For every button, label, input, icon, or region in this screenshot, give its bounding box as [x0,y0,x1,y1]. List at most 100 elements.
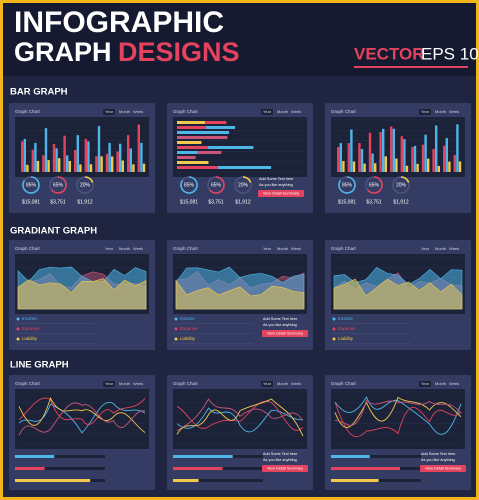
vbar [379,131,382,172]
donut-arc [366,176,383,194]
donut-arc [180,176,198,194]
button-bg [420,465,466,472]
panel-label: Graph Chart [173,246,199,251]
tab: Year [263,109,272,114]
hbar [177,131,230,134]
button-label[interactable]: View Detail Summary [263,192,299,196]
vbar [31,149,34,172]
vbar [360,149,364,172]
line [334,396,462,435]
button-label[interactable]: View Detail Summary [425,467,461,471]
note: Add Some Text here [263,452,297,456]
hbar [217,166,272,169]
line [18,402,146,436]
vbar [352,161,356,172]
vbar [400,136,403,172]
note: As you like anything [421,458,455,462]
row-name: Liability [180,336,196,341]
vbar [47,160,50,172]
panel: Graph Chart Year Month Week Income Expense Lia… [9,240,155,350]
vbar [437,165,440,172]
vbar [26,164,29,172]
panel-label: Graph Chart [331,246,357,251]
vbar [68,161,71,172]
tab: Week [449,246,459,251]
vbar [337,146,340,172]
hbar [177,166,218,169]
hbar [177,146,209,149]
row-dot [16,317,20,321]
panel-label: Graph Chart [15,109,41,114]
vbar [411,146,414,172]
vbar [390,126,393,172]
vbar [127,135,130,172]
vbar [79,164,82,172]
vbar [63,135,66,172]
button-bg [262,330,308,337]
hbar [177,161,209,164]
vbar [52,144,56,172]
donut-pct: 20% [238,182,249,188]
vbar [347,143,350,172]
tab: Month [277,246,288,251]
tab-active [261,381,273,387]
vbar [382,128,385,172]
donut-pct: 65% [53,182,64,188]
line [18,396,146,433]
vbar [432,148,435,172]
hbar [205,121,227,124]
vbar [44,128,48,172]
tab-active [419,381,431,387]
tab: Week [449,109,459,114]
row-dot [16,337,20,341]
hbar [177,136,228,139]
line [176,407,304,433]
tab: Year [421,109,430,114]
vbar [89,164,93,172]
panel: Graph Chart Year Month Week 85% $15,081 65% $3,… [167,103,313,213]
progress [15,455,55,458]
vbar [21,141,24,172]
donut-amount: $1,912 [393,199,409,205]
button-bg [258,190,304,197]
vbar [108,142,111,172]
section-title: BAR GRAPH [10,87,68,98]
line [18,401,146,434]
vbar [97,126,101,172]
row-dot [174,337,178,341]
line [176,400,304,431]
vbar [36,160,40,172]
vbar [371,153,374,172]
line [334,396,462,428]
tab: Week [133,246,143,251]
panel: Graph Chart Year Month Week 85% $15,081 65% $3,… [325,103,471,213]
button-label[interactable]: View Detail Summary [267,467,303,471]
line [334,399,462,426]
row-dot [332,327,336,331]
donut-amount: $3,751 [50,199,66,205]
tab: Month [277,381,288,386]
vbar [87,141,90,172]
vbar [413,145,417,172]
vbar [358,143,361,172]
vbar [34,142,37,172]
donut-amount: $1,912 [235,199,251,205]
title: INFOGRAPHIC [14,6,224,39]
panel-label: Graph Chart [331,381,357,386]
vbar [137,124,140,172]
vbar [66,155,69,172]
button-label[interactable]: View Detail Summary [267,332,303,336]
tab: Month [119,246,130,251]
progress [331,467,401,470]
progress [331,479,379,482]
panel-label: Graph Chart [15,246,41,251]
row-dot [174,327,178,331]
tab: Month [119,109,130,114]
vbar [55,148,58,172]
panel-label: Graph Chart [15,381,41,386]
tab: Week [133,381,143,386]
donut-amount: $3,751 [208,199,224,205]
row-name: Expense [180,326,198,331]
note: As you like anything [263,458,297,462]
